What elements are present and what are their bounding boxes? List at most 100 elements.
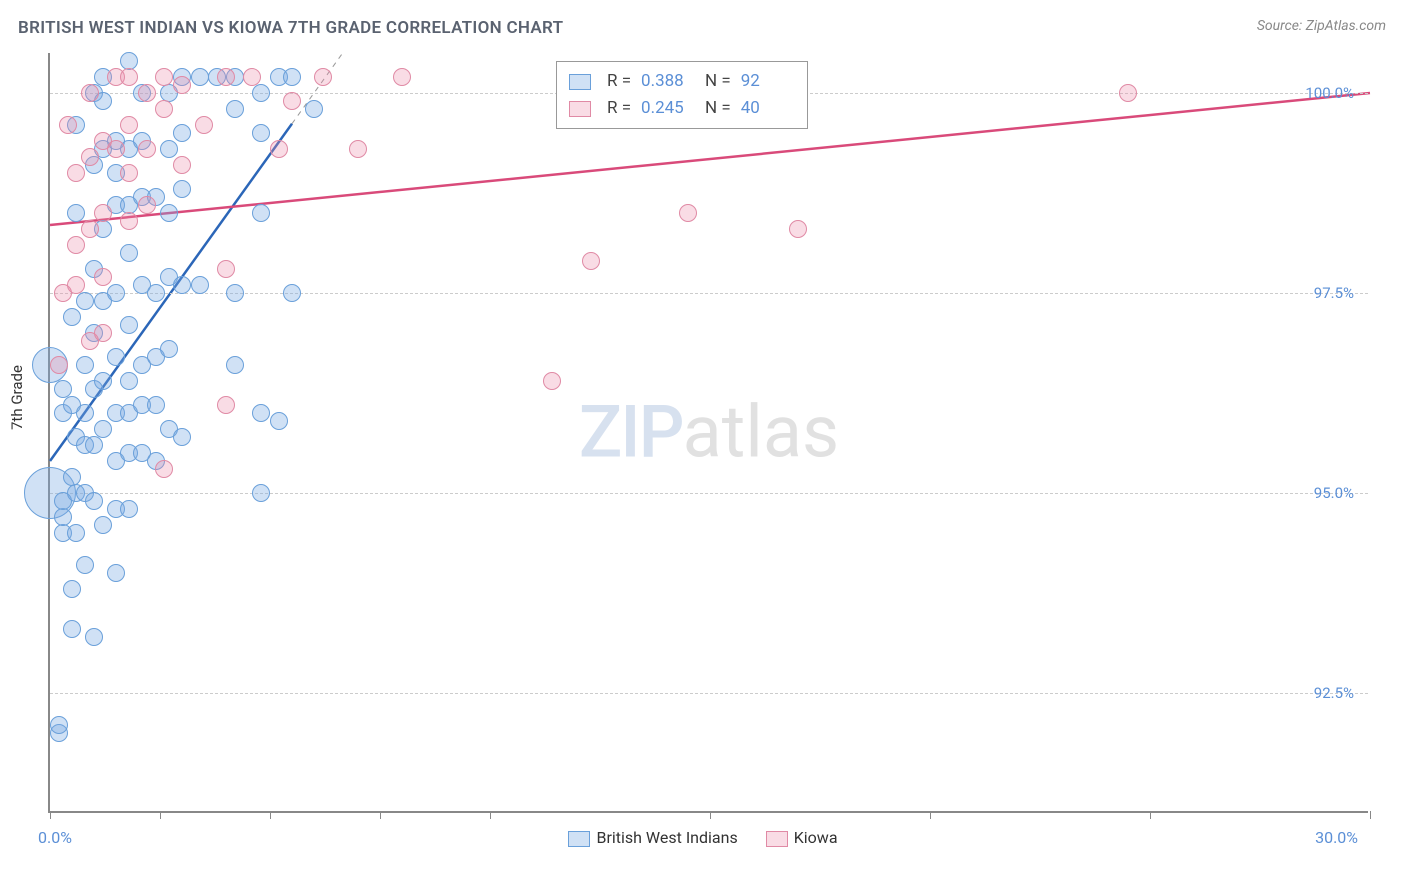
data-point	[283, 92, 301, 110]
data-point	[155, 100, 173, 118]
data-point	[76, 404, 94, 422]
data-point	[120, 164, 138, 182]
y-tick-label: 97.5%	[1314, 284, 1354, 302]
gridline-h	[50, 693, 1368, 694]
data-point	[54, 508, 72, 526]
legend-swatch	[569, 101, 591, 117]
watermark: ZIPatlas	[579, 390, 839, 475]
x-tick-mark	[160, 811, 161, 819]
data-point	[85, 492, 103, 510]
data-point	[270, 140, 288, 158]
data-point	[243, 68, 261, 86]
data-point	[67, 524, 85, 542]
source-attribution: Source: ZipAtlas.com	[1257, 18, 1386, 34]
stat-r-value: 0.388	[641, 68, 695, 95]
data-point	[120, 212, 138, 230]
data-point	[155, 68, 173, 86]
data-point	[120, 116, 138, 134]
y-tick-label: 95.0%	[1314, 484, 1354, 502]
legend-swatch	[569, 74, 591, 90]
x-tick-mark	[1370, 811, 1371, 819]
data-point	[217, 396, 235, 414]
x-tick-mark	[380, 811, 381, 819]
data-point	[160, 204, 178, 222]
data-point	[76, 356, 94, 374]
data-point	[173, 428, 191, 446]
data-point	[679, 204, 697, 222]
data-point	[252, 484, 270, 502]
data-point	[252, 404, 270, 422]
data-point	[107, 348, 125, 366]
y-tick-label: 92.5%	[1314, 684, 1354, 702]
data-point	[155, 460, 173, 478]
stat-r-value: 0.245	[641, 95, 695, 122]
data-point	[314, 68, 332, 86]
data-point	[81, 148, 99, 166]
data-point	[349, 140, 367, 158]
data-point	[94, 372, 112, 390]
watermark-zip: ZIP	[579, 390, 683, 475]
data-point	[85, 628, 103, 646]
data-point	[173, 276, 191, 294]
legend-item: British West Indians	[568, 828, 737, 847]
stat-legend: R =0.388N =92R =0.245N =40	[556, 61, 808, 129]
data-point	[81, 220, 99, 238]
data-point	[226, 284, 244, 302]
data-point	[120, 244, 138, 262]
data-point	[67, 204, 85, 222]
data-point	[283, 284, 301, 302]
data-point	[160, 140, 178, 158]
data-point	[94, 324, 112, 342]
data-point	[107, 140, 125, 158]
data-point	[252, 204, 270, 222]
data-point	[50, 356, 68, 374]
data-point	[67, 236, 85, 254]
legend-swatch	[568, 831, 590, 847]
data-point	[217, 68, 235, 86]
data-point	[270, 412, 288, 430]
x-tick-mark	[710, 811, 711, 819]
y-tick-label: 100.0%	[1305, 84, 1354, 102]
data-point	[195, 116, 213, 134]
data-point	[147, 396, 165, 414]
data-point	[147, 284, 165, 302]
data-point	[63, 308, 81, 326]
data-point	[226, 100, 244, 118]
data-point	[173, 156, 191, 174]
plot-area: ZIPatlas 92.5% 95.0% 97.5% 100.0% R =0.388N …	[48, 53, 1368, 813]
stat-n-value: 40	[741, 95, 795, 122]
data-point	[582, 252, 600, 270]
data-point	[63, 580, 81, 598]
data-point	[173, 76, 191, 94]
legend-label: British West Indians	[596, 828, 737, 847]
data-point	[120, 68, 138, 86]
data-point	[217, 260, 235, 278]
chart-title: BRITISH WEST INDIAN VS KIOWA 7TH GRADE C…	[18, 18, 563, 38]
data-point	[94, 204, 112, 222]
y-axis-label: 7th Grade	[8, 365, 26, 430]
data-point	[76, 556, 94, 574]
data-point	[50, 716, 68, 734]
data-point	[120, 372, 138, 390]
stat-legend-row: R =0.245N =40	[569, 95, 795, 122]
data-point	[138, 196, 156, 214]
data-point	[120, 316, 138, 334]
gridline-h	[50, 293, 1368, 294]
data-point	[85, 436, 103, 454]
data-point	[191, 68, 209, 86]
data-point	[94, 420, 112, 438]
watermark-atlas: atlas	[683, 390, 840, 475]
x-tick-mark	[50, 811, 51, 819]
x-tick-mark	[1150, 811, 1151, 819]
stat-legend-row: R =0.388N =92	[569, 68, 795, 95]
data-point	[63, 620, 81, 638]
legend-swatch	[766, 831, 788, 847]
legend-item: Kiowa	[766, 828, 838, 847]
x-tick-mark	[930, 811, 931, 819]
data-point	[173, 124, 191, 142]
stat-n-value: 92	[741, 68, 795, 95]
data-point	[283, 68, 301, 86]
data-point	[138, 84, 156, 102]
data-point	[76, 292, 94, 310]
data-point	[67, 276, 85, 294]
